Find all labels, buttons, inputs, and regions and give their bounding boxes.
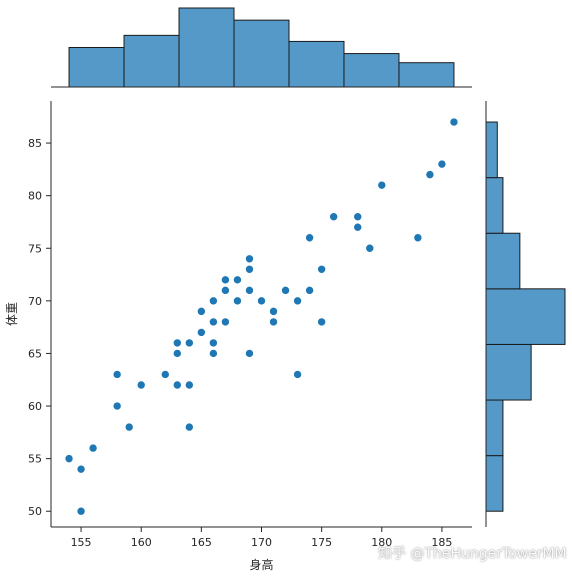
scatter-point (185, 422, 194, 432)
x-hist-bar (233, 19, 290, 88)
scatter-point (449, 117, 459, 127)
scatter-point (185, 380, 194, 390)
x-tick-label: 160 (131, 536, 152, 549)
scatter-point (124, 422, 134, 432)
y-tick-label: 55 (28, 453, 42, 466)
scatter-point (112, 370, 122, 379)
scatter-point (209, 349, 218, 358)
x-hist-bar (398, 62, 455, 88)
scatter-point (317, 264, 326, 274)
scatter-point (269, 307, 278, 316)
scatter-point (76, 464, 86, 474)
x-hist-bar (343, 53, 400, 88)
scatter-point (353, 222, 363, 232)
y-hist-bar (485, 232, 521, 290)
scatter-point (64, 454, 74, 463)
scatter-point (173, 380, 182, 390)
scatter-point (209, 338, 218, 348)
scatter-point (281, 286, 290, 295)
scatter-point (413, 233, 423, 243)
scatter-point (160, 370, 170, 379)
scatter-point (293, 296, 302, 306)
x-hist-bar (123, 34, 180, 88)
scatter-point (221, 286, 230, 295)
scatter-point (88, 443, 98, 453)
y-tick-label: 85 (28, 137, 42, 150)
watermark-text: 知乎 @TheHungerTowerMM (378, 546, 567, 562)
x-hist-bar (178, 7, 235, 88)
x-tick-label: 155 (71, 536, 92, 549)
scatter-point (317, 317, 326, 327)
scatter-point (245, 254, 254, 264)
y-tick-label: 60 (28, 400, 42, 413)
scatter-point (185, 338, 194, 348)
x-hist-bar (288, 40, 345, 88)
scatter-point (209, 317, 218, 327)
scatter-point (305, 233, 314, 243)
scatter-point (197, 307, 206, 316)
scatter-point (173, 338, 182, 348)
y-axis-label: 体重 (5, 302, 19, 326)
scatter-point (221, 317, 230, 327)
scatter-point (136, 380, 146, 390)
y-hist-bar (485, 343, 532, 401)
scatter-point (173, 349, 182, 358)
scatter-point (233, 296, 242, 306)
scatter-point (245, 286, 254, 295)
scatter-point (245, 264, 254, 274)
scatter-point (76, 506, 86, 516)
y-tick-label: 75 (28, 242, 42, 255)
y-hist-bar (485, 399, 504, 457)
scatter-point (112, 401, 122, 411)
y-marginal-histogram (485, 121, 566, 512)
y-hist-bar (485, 177, 504, 234)
scatter-points (64, 117, 459, 516)
x-tick-label: 165 (191, 536, 212, 549)
x-tick-label: 180 (371, 536, 392, 549)
x-hist-bar (68, 47, 125, 88)
scatter-point (233, 275, 242, 285)
y-tick-label: 50 (28, 505, 42, 518)
x-axis-label: 身高 (249, 557, 273, 572)
y-tick-label: 70 (28, 295, 42, 308)
y-tick-label: 80 (28, 190, 42, 203)
scatter-point (425, 170, 435, 179)
scatter-point (245, 349, 254, 358)
y-hist-bar (485, 455, 504, 512)
x-tick-label: 185 (431, 536, 452, 549)
scatter-plot-area: 155 160 165 170 175 180 185 50 55 60 65 70 75 80 85 (28, 101, 472, 549)
y-hist-bar (485, 121, 498, 179)
scatter-point (353, 212, 363, 222)
x-tick-label: 170 (251, 536, 272, 549)
scatter-point (221, 275, 230, 285)
scatter-point (293, 370, 302, 379)
x-marginal-histogram (51, 7, 472, 88)
scatter-point (365, 243, 375, 253)
y-hist-bar (485, 288, 566, 345)
scatter-point (257, 296, 266, 306)
scatter-point (329, 212, 338, 222)
scatter-point (269, 317, 278, 327)
scatter-point (437, 159, 447, 169)
x-tick-label: 175 (311, 536, 332, 549)
y-tick-label: 65 (28, 347, 42, 360)
scatter-point (305, 286, 314, 295)
x-axis-ticks: 155 160 165 170 175 180 185 (71, 527, 452, 549)
y-axis-ticks: 50 55 60 65 70 75 80 85 (28, 137, 51, 518)
scatter-point (377, 180, 387, 190)
scatter-point (197, 328, 206, 337)
scatter-point (209, 296, 218, 306)
